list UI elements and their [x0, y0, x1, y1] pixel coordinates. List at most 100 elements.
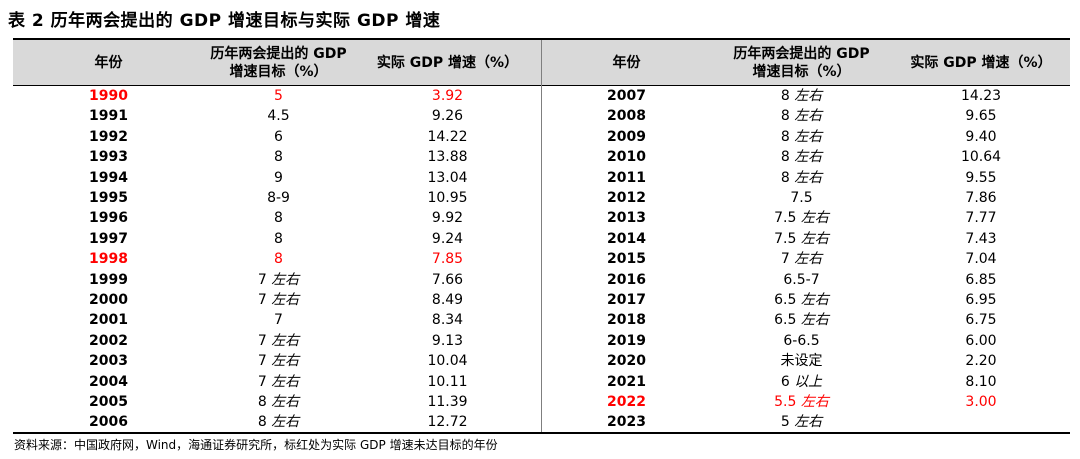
target-value: 8: [274, 251, 283, 268]
target-qualifier: 左右: [271, 271, 300, 288]
right-actual-cell: 6.00: [965, 332, 997, 349]
target-value: 6: [780, 373, 790, 390]
right-year-cell: 2014: [607, 230, 646, 247]
target-qualifier: 左右: [800, 210, 829, 227]
target-value: 5.5: [774, 394, 797, 410]
header-target-line2: 增速目标（%）: [229, 63, 328, 80]
header-target-line2: 增速目标（%）: [752, 63, 851, 80]
target-qualifier: 左右: [271, 373, 300, 390]
target-value: 8: [274, 149, 283, 166]
left-actual-cell: 8.34: [431, 312, 464, 329]
right-year-cell: 2008: [607, 108, 646, 125]
right-target-cell: 6.5-7: [711, 270, 892, 290]
right-target-cell: 5 左右: [711, 412, 892, 432]
left-year-cell: 2004: [89, 373, 128, 390]
right-target-cell: 7.5: [711, 188, 892, 208]
table-row: 1990 5 3.92 2007 8 左右 14.23: [13, 86, 1070, 106]
target-qualifier: 左右: [800, 394, 829, 410]
right-actual-cell: 9.65: [965, 108, 997, 125]
left-year-cell: 1992: [89, 128, 128, 145]
header-target-line1: 历年两会提出的 GDP: [210, 45, 347, 62]
target-value: 5: [780, 414, 790, 431]
left-year-cell: 2005: [89, 394, 128, 410]
right-actual-cell: 6.85: [965, 271, 997, 288]
table-row: 1999 7 左右 7.66 2016 6.5-7 6.85: [13, 270, 1070, 290]
left-target-cell: 5: [204, 86, 353, 106]
target-value: 8: [257, 414, 267, 431]
left-target-cell: 7 左右: [204, 290, 353, 310]
header-year-right: 年份: [612, 54, 641, 71]
left-target-cell: 7: [204, 310, 353, 330]
table-row: 1998 8 7.85 2015 7 左右 7.04: [13, 249, 1070, 269]
left-target-cell: 9: [204, 168, 353, 188]
right-year-cell: 2009: [607, 128, 646, 145]
left-year-cell: 1996: [89, 210, 128, 227]
left-actual-cell: 10.95: [427, 190, 468, 206]
target-qualifier: 左右: [800, 292, 829, 308]
target-qualifier: 左右: [271, 292, 300, 308]
right-year-cell: 2020: [607, 353, 646, 370]
target-value: 未设定: [780, 353, 823, 370]
left-actual-cell: 7.66: [431, 271, 464, 288]
right-target-cell: 7 左右: [711, 249, 892, 269]
left-year-cell: 2002: [89, 332, 128, 349]
target-value: 8: [257, 394, 267, 410]
right-year-cell: 2023: [607, 414, 646, 431]
right-target-cell: 5.5 左右: [711, 392, 892, 412]
left-actual-cell: 9.92: [431, 210, 464, 227]
table-title: 表 2 历年两会提出的 GDP 增速目标与实际 GDP 增速: [8, 11, 441, 31]
target-value: 6.5-7: [783, 271, 820, 288]
right-target-cell: 6 以上: [711, 372, 892, 392]
target-value: 8: [780, 108, 790, 125]
target-qualifier: 左右: [800, 230, 829, 247]
target-value: 8: [780, 88, 790, 104]
table-row: 2003 7 左右 10.04 2020 未设定 2.20: [13, 351, 1070, 371]
left-target-cell: 6: [204, 127, 353, 147]
left-year-cell: 1998: [89, 251, 128, 268]
right-year-cell: 2010: [607, 149, 646, 166]
right-year-cell: 2011: [607, 169, 646, 186]
target-value: 7: [780, 251, 790, 268]
table-row: 1997 8 9.24 2014 7.5 左右 7.43: [13, 229, 1070, 249]
left-year-cell: 2003: [89, 353, 128, 370]
right-target-cell: 8 左右: [711, 147, 892, 167]
left-target-cell: 8: [204, 147, 353, 167]
right-actual-cell: 6.95: [965, 292, 997, 308]
right-year-cell: 2012: [607, 190, 646, 206]
left-target-cell: 7 左右: [204, 270, 353, 290]
right-target-cell: 6.5 左右: [711, 310, 892, 330]
left-year-cell: 2001: [89, 312, 128, 329]
left-target-cell: 7 左右: [204, 351, 353, 371]
target-value: 8: [274, 230, 283, 247]
right-target-cell: 7.5 左右: [711, 229, 892, 249]
right-target-cell: 8 左右: [711, 127, 892, 147]
table-row: 2002 7 左右 9.13 2019 6-6.5 6.00: [13, 331, 1070, 351]
left-target-cell: 8 左右: [204, 412, 353, 432]
right-target-cell: 8 左右: [711, 86, 892, 106]
table-row: 1992 6 14.22 2009 8 左右 9.40: [13, 127, 1070, 147]
left-year-cell: 1994: [89, 169, 128, 186]
target-value: 7.5: [774, 210, 797, 227]
left-year-cell: 1999: [89, 271, 128, 288]
left-target-cell: 8: [204, 249, 353, 269]
right-actual-cell: 10.64: [960, 149, 1002, 166]
right-year-cell: 2019: [607, 332, 646, 349]
target-value: 6.5: [774, 312, 797, 329]
left-actual-cell: 12.72: [427, 414, 468, 431]
table-row: 2001 7 8.34 2018 6.5 左右 6.75: [13, 310, 1070, 330]
target-value: 5: [274, 88, 283, 104]
right-year-cell: 2007: [607, 88, 646, 104]
left-target-cell: 8-9: [204, 188, 353, 208]
header-actual-left: 实际 GDP 增速（%）: [376, 54, 519, 71]
right-actual-cell: 2.20: [965, 353, 997, 370]
right-year-cell: 2015: [607, 251, 646, 268]
target-qualifier: 左右: [794, 149, 823, 166]
table-top-rule: [13, 38, 1070, 40]
header-target-right: 历年两会提出的 GDP 增速目标（%）: [711, 40, 892, 85]
right-actual-cell: 7.43: [965, 230, 997, 247]
target-qualifier: 左右: [271, 353, 300, 370]
left-target-cell: 7 左右: [204, 372, 353, 392]
right-actual-cell: [892, 412, 1070, 432]
left-year-cell: 1995: [89, 190, 128, 206]
column-divider: [541, 40, 542, 432]
